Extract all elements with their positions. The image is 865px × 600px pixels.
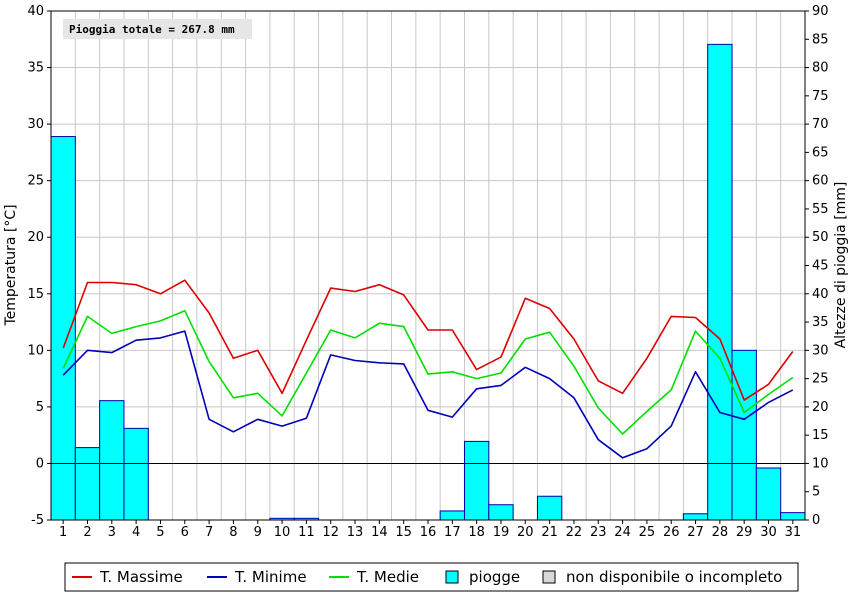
legend-box	[64, 562, 799, 592]
rain-bar	[488, 504, 514, 521]
right-tick-label: 5	[812, 485, 820, 500]
x-tick-label: 28	[712, 525, 729, 540]
rain-bar	[536, 495, 563, 521]
right-tick-label: 25	[812, 372, 829, 387]
x-tick-label: 7	[205, 525, 213, 540]
right-tick-label: 60	[812, 174, 829, 189]
legend-label-na: non disponibile o incompleto	[566, 568, 782, 586]
x-tick-label: 8	[229, 525, 237, 540]
x-tick-label: 9	[254, 525, 262, 540]
x-tick-label: 22	[566, 525, 583, 540]
x-tick-label: 27	[687, 525, 704, 540]
legend-label-med: T. Medie	[356, 568, 419, 586]
rain-bar	[50, 136, 76, 521]
legend-label-rain: piogge	[469, 568, 520, 586]
legend-label-max: T. Massime	[99, 568, 183, 586]
x-tick-label: 3	[108, 525, 116, 540]
x-tick-label: 26	[663, 525, 680, 540]
x-tick-label: 16	[420, 525, 437, 540]
left-tick-label: 15	[27, 287, 44, 302]
right-tick-label: 70	[812, 117, 829, 132]
x-tick-label: 23	[590, 525, 607, 540]
x-tick-label: 10	[274, 525, 291, 540]
left-tick-label: 30	[27, 117, 44, 132]
right-tick-label: 0	[812, 513, 820, 528]
rain-bar	[755, 467, 782, 521]
right-axis-ticks: 0 5 10 15 20 25 30 35 40 45 50 55 60 65 70 75 80 85 90	[805, 4, 829, 528]
right-tick-label: 10	[812, 456, 829, 471]
legend-swatch-rain	[445, 570, 459, 584]
left-axis-ticks: -5 0 5 10 15 20 25 30 35 40	[27, 4, 51, 528]
x-tick-label: 14	[371, 525, 388, 540]
x-tick-label: 30	[760, 525, 777, 540]
right-tick-label: 45	[812, 259, 829, 274]
left-tick-label: 10	[27, 343, 44, 358]
x-tick-label: 24	[614, 525, 631, 540]
rain-bar	[707, 43, 733, 521]
annotation-box	[63, 19, 252, 39]
x-tick-label: 31	[785, 525, 802, 540]
left-tick-label: 25	[27, 174, 44, 189]
x-axis-ticks: 1 2 3 4 5 6 7 8 9 10 11 12 13 14 15 16 17 18 19 20 21 22 23 24 2…	[59, 520, 801, 540]
left-tick-label: 5	[36, 400, 44, 415]
rain-bar	[74, 447, 101, 521]
right-tick-label: 30	[812, 343, 829, 358]
right-tick-label: 15	[812, 428, 829, 443]
left-axis-title: Temperatura [°C]	[3, 204, 19, 326]
x-tick-label: 2	[83, 525, 91, 540]
right-tick-label: 85	[812, 32, 829, 47]
temperature-lines	[62, 279, 794, 459]
rain-bar	[780, 512, 806, 521]
right-tick-label: 55	[812, 202, 829, 217]
right-tick-label: 80	[812, 61, 829, 76]
x-tick-label: 11	[298, 525, 315, 540]
rain-bar	[123, 427, 149, 521]
right-tick-label: 65	[812, 145, 829, 160]
x-tick-label: 29	[736, 525, 753, 540]
rain-bar	[439, 510, 465, 521]
x-tick-label: 1	[59, 525, 67, 540]
x-tick-label: 18	[468, 525, 485, 540]
right-tick-label: 90	[812, 4, 829, 19]
left-tick-label: 35	[27, 61, 44, 76]
series-line-max	[62, 279, 794, 401]
rain-bar	[99, 400, 125, 521]
legend-swatch-na	[542, 570, 556, 584]
left-tick-label: 40	[27, 4, 44, 19]
series-line-min	[62, 330, 794, 459]
right-tick-label: 75	[812, 89, 829, 104]
x-tick-label: 4	[132, 525, 140, 540]
x-tick-label: 25	[639, 525, 656, 540]
x-tick-label: 19	[493, 525, 510, 540]
x-tick-label: 21	[541, 525, 558, 540]
plot-background	[51, 11, 805, 520]
left-tick-label: -5	[31, 513, 44, 528]
rain-bars	[50, 43, 806, 521]
right-tick-label: 20	[812, 400, 829, 415]
legend: T. Massime T. Minime T. Medie piogge non dis…	[64, 562, 799, 592]
x-tick-label: 20	[517, 525, 534, 540]
right-tick-label: 35	[812, 315, 829, 330]
right-tick-label: 40	[812, 287, 829, 302]
x-tick-label: 6	[181, 525, 189, 540]
x-tick-label: 15	[395, 525, 412, 540]
annotation-text: Pioggia totale = 267.8 mm	[69, 23, 235, 36]
rain-bar	[731, 349, 757, 521]
right-axis-title: Altezze di pioggia [mm]	[833, 182, 849, 349]
x-tick-label: 5	[156, 525, 164, 540]
left-tick-label: 20	[27, 230, 44, 245]
legend-label-min: T. Minime	[234, 568, 307, 586]
series-line-med	[62, 309, 794, 435]
x-tick-label: 13	[347, 525, 364, 540]
x-tick-label: 17	[444, 525, 461, 540]
x-tick-label: 12	[322, 525, 339, 540]
rain-bar	[682, 513, 709, 521]
right-tick-label: 50	[812, 230, 829, 245]
left-tick-label: 0	[36, 456, 44, 471]
rain-bar	[463, 440, 490, 521]
